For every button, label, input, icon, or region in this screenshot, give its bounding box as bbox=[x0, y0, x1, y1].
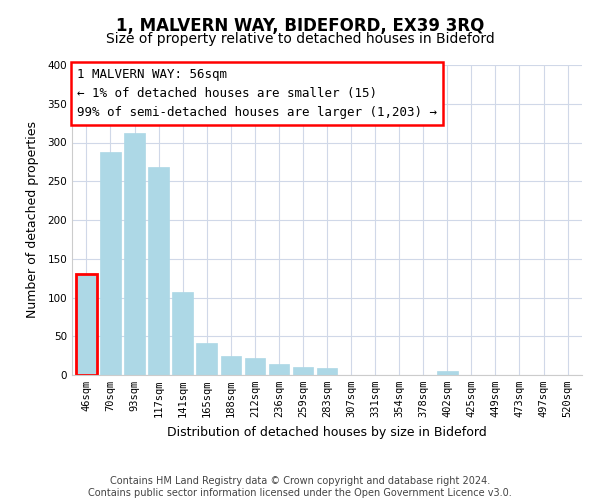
Bar bbox=[148, 168, 169, 375]
Bar bbox=[172, 292, 193, 375]
Bar bbox=[245, 358, 265, 375]
Bar bbox=[196, 343, 217, 375]
Text: Contains HM Land Registry data © Crown copyright and database right 2024.
Contai: Contains HM Land Registry data © Crown c… bbox=[88, 476, 512, 498]
Bar bbox=[221, 356, 241, 375]
Text: 1 MALVERN WAY: 56sqm
← 1% of detached houses are smaller (15)
99% of semi-detach: 1 MALVERN WAY: 56sqm ← 1% of detached ho… bbox=[77, 68, 437, 119]
Bar bbox=[293, 367, 313, 375]
Text: Size of property relative to detached houses in Bideford: Size of property relative to detached ho… bbox=[106, 32, 494, 46]
Bar bbox=[76, 274, 97, 375]
Bar bbox=[124, 133, 145, 375]
Bar bbox=[437, 371, 458, 375]
Y-axis label: Number of detached properties: Number of detached properties bbox=[26, 122, 39, 318]
Bar bbox=[269, 364, 289, 375]
Text: 1, MALVERN WAY, BIDEFORD, EX39 3RQ: 1, MALVERN WAY, BIDEFORD, EX39 3RQ bbox=[116, 18, 484, 36]
Bar bbox=[317, 368, 337, 375]
X-axis label: Distribution of detached houses by size in Bideford: Distribution of detached houses by size … bbox=[167, 426, 487, 438]
Bar bbox=[100, 152, 121, 375]
